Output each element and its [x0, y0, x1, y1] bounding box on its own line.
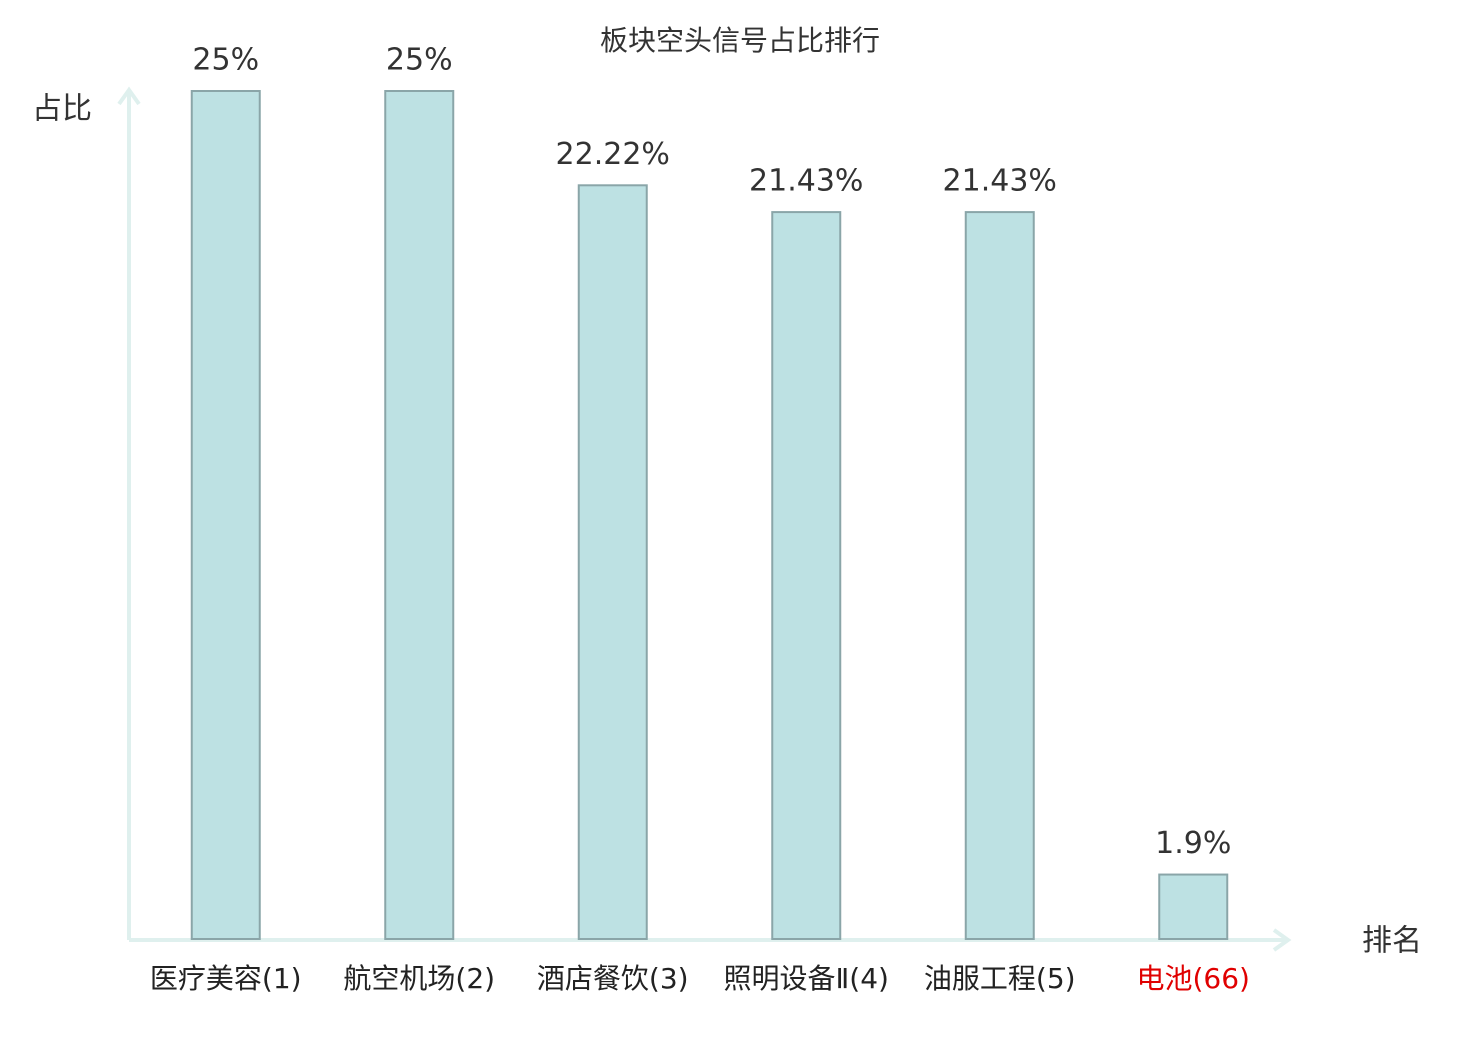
bar	[577, 184, 648, 940]
y-arrow	[117, 86, 141, 106]
x-tick-label: 油服工程(5)	[923, 962, 1076, 995]
x-tick-label: 酒店餐饮(3)	[536, 962, 689, 995]
axes	[117, 86, 1292, 952]
x-tick-label: 照明设备Ⅱ(4)	[723, 962, 889, 995]
bar	[964, 211, 1035, 940]
value-label: 25%	[192, 43, 259, 78]
value-label: 21.43%	[943, 164, 1057, 199]
value-label: 21.43%	[749, 164, 863, 199]
x-tick-label: 电池(66)	[1136, 962, 1250, 995]
y-axis-label: 占比	[32, 92, 92, 127]
bar	[384, 90, 455, 940]
x-axis-label: 排名	[1362, 924, 1422, 959]
chart-title: 板块空头信号占比排行	[600, 24, 880, 57]
x-arrow	[1272, 928, 1292, 952]
bar	[190, 90, 261, 940]
value-label: 1.9%	[1155, 826, 1231, 861]
bar	[771, 211, 842, 940]
x-tick-label: 医疗美容(1)	[149, 962, 302, 995]
value-label: 22.22%	[556, 137, 670, 172]
bar	[1158, 873, 1229, 940]
x-tick-label: 航空机场(2)	[343, 962, 496, 995]
value-label: 25%	[386, 43, 453, 78]
